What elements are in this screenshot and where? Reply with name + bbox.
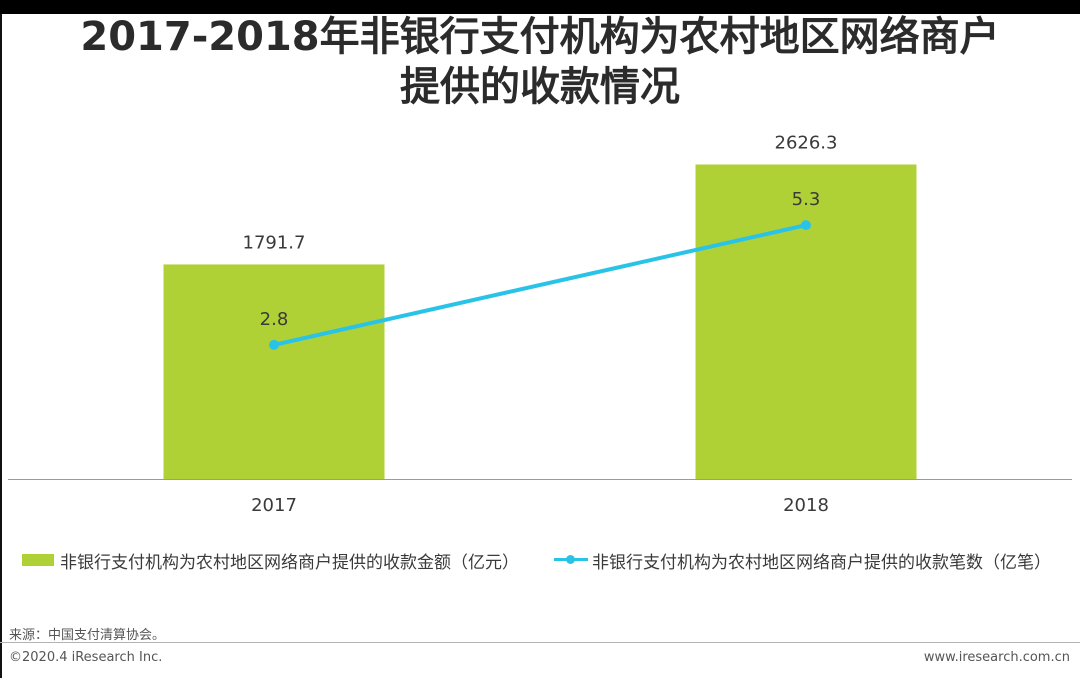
bar-value-label-2017: 1791.7 [243, 232, 306, 253]
top-black-bar [0, 0, 1080, 14]
left-frame-edge [0, 14, 2, 678]
count-value-label-2017: 2.8 [260, 309, 289, 330]
count-series-line [272, 223, 808, 347]
count-point-2018 [801, 220, 811, 231]
bar-2018 [695, 164, 917, 479]
copyright-text: ©2020.4 iResearch Inc. [9, 650, 163, 665]
chart-title-line-2: 提供的收款情况 [400, 64, 680, 110]
bar-value-label-2018: 2626.3 [775, 133, 838, 154]
chart-title-line-1: 2017-2018年非银行支付机构为农村地区网络商户 [80, 14, 1000, 60]
legend-item-amount: 非银行支付机构为农村地区网络商户提供的收款金额（亿元） [22, 546, 519, 574]
legend-label-amount: 非银行支付机构为农村地区网络商户提供的收款金额（亿元） [60, 552, 519, 573]
count-value-label-2018: 5.3 [792, 189, 821, 210]
x-tick-label-2018: 2018 [783, 495, 829, 516]
legend-line-swatch [554, 553, 588, 567]
count-point-2017 [269, 339, 279, 350]
bar-2017 [163, 264, 385, 479]
legend-label-count: 非银行支付机构为农村地区网络商户提供的收款笔数（亿笔） [592, 552, 1051, 573]
website-link[interactable]: www.iresearch.com.cn [923, 650, 1070, 665]
footer-separator [0, 642, 1080, 643]
legend: 非银行支付机构为农村地区网络商户提供的收款金额（亿元） 非银行支付机构为农村地区… [22, 546, 1080, 574]
chart-title: 2017-2018年非银行支付机构为农村地区网络商户 提供的收款情况 [0, 12, 1080, 112]
legend-item-count: 非银行支付机构为农村地区网络商户提供的收款笔数（亿笔） [554, 546, 1051, 574]
legend-bar-swatch [22, 554, 54, 566]
chart-area: 1791.7 2626.3 2017 2018 2.8 5.3 [8, 133, 1072, 516]
source-note: 来源：中国支付清算协会。 [9, 628, 166, 643]
x-tick-label-2017: 2017 [251, 495, 297, 516]
